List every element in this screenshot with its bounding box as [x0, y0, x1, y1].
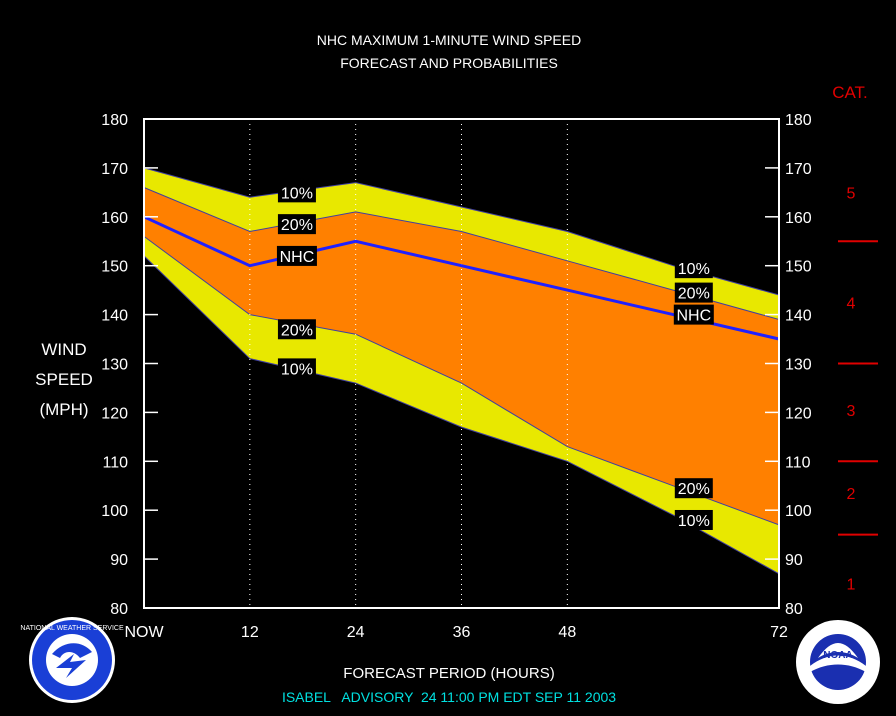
- x-axis-label: FORECAST PERIOD (HOURS): [343, 665, 554, 682]
- band-label-box: [277, 182, 316, 203]
- band-label-box: [673, 304, 714, 325]
- nws-logo-icon: NATIONAL WEATHER SERVICE: [20, 617, 124, 703]
- nws-logo-text: NATIONAL WEATHER SERVICE: [20, 625, 124, 632]
- y-axis-label-line3: (MPH): [39, 400, 88, 419]
- band-label: 20%: [678, 481, 710, 498]
- nhc-forecast-line: [143, 215, 780, 341]
- y-tick-label-left: 140: [101, 308, 128, 325]
- band-label-box: [674, 282, 713, 303]
- y-tick-label-right: 120: [785, 405, 812, 422]
- y-tick-label-left: 160: [101, 210, 128, 227]
- noaa-logo-icon: NOAA: [796, 620, 880, 704]
- category-label: 1: [847, 577, 856, 594]
- band-label-box: [674, 478, 713, 499]
- band-label: 10%: [281, 185, 313, 202]
- chart-subtitle: FORECAST AND PROBABILITIES: [340, 55, 558, 71]
- band-label: NHC: [280, 249, 315, 266]
- band-label: 10%: [281, 361, 313, 378]
- x-tick-label: 24: [347, 624, 365, 641]
- y-tick-label-left: 100: [101, 503, 128, 520]
- band-edge-upper-outer: [143, 167, 780, 296]
- band-label-box: [674, 509, 713, 530]
- chart-title: NHC MAXIMUM 1-MINUTE WIND SPEED: [317, 32, 581, 48]
- y-axis-label-line1: WIND: [41, 340, 86, 359]
- band-20-percent: [144, 187, 779, 525]
- band-label-box: [674, 258, 713, 279]
- category-title: CAT.: [832, 83, 868, 102]
- x-tick-label: 48: [558, 624, 576, 641]
- band-label-box: [277, 214, 316, 235]
- noaa-logo-text: NOAA: [823, 650, 852, 661]
- band-label: 20%: [281, 217, 313, 234]
- band-label-box: [276, 245, 317, 266]
- y-tick-label-right: 170: [785, 161, 812, 178]
- y-tick-label-left: 120: [101, 405, 128, 422]
- band-label: 20%: [281, 322, 313, 339]
- y-tick-label-left: 130: [101, 357, 128, 374]
- band-label: 10%: [678, 513, 710, 530]
- y-tick-label-left: 150: [101, 259, 128, 276]
- category-label: 4: [847, 295, 856, 312]
- x-tick-label: 36: [453, 624, 471, 641]
- y-tick-label-right: 160: [785, 210, 812, 227]
- band-edge-lower-outer: [143, 255, 780, 575]
- y-tick-label-right: 110: [785, 454, 811, 471]
- y-tick-label-right: 100: [785, 503, 812, 520]
- y-tick-label-right: 140: [785, 308, 812, 325]
- y-tick-label-right: 150: [785, 259, 812, 276]
- x-tick-label: 12: [241, 624, 259, 641]
- category-label: 3: [847, 403, 856, 420]
- band-label-box: [277, 358, 316, 379]
- x-tick-label: NOW: [124, 624, 164, 641]
- y-tick-label-left: 90: [110, 552, 128, 569]
- band-label: 10%: [678, 261, 710, 278]
- y-tick-label-left: 80: [110, 601, 128, 618]
- category-label: 2: [847, 486, 856, 503]
- y-tick-label-left: 170: [101, 161, 128, 178]
- y-tick-label-left: 180: [101, 112, 128, 129]
- band-label: NHC: [676, 308, 711, 325]
- band-label: 20%: [678, 286, 710, 303]
- y-axis-label-line2: SPEED: [35, 370, 93, 389]
- y-tick-label-right: 90: [785, 552, 803, 569]
- y-tick-label-right: 80: [785, 601, 803, 618]
- x-tick-label: 72: [770, 624, 788, 641]
- category-label: 5: [847, 185, 856, 202]
- y-tick-label-left: 110: [102, 454, 128, 471]
- band-label-box: [277, 319, 316, 340]
- advisory-footer: ISABEL ADVISORY 24 11:00 PM EDT SEP 11 2…: [282, 689, 616, 705]
- y-tick-label-right: 180: [785, 112, 812, 129]
- y-tick-label-right: 130: [785, 357, 812, 374]
- band-edge-upper-inner: [143, 187, 780, 320]
